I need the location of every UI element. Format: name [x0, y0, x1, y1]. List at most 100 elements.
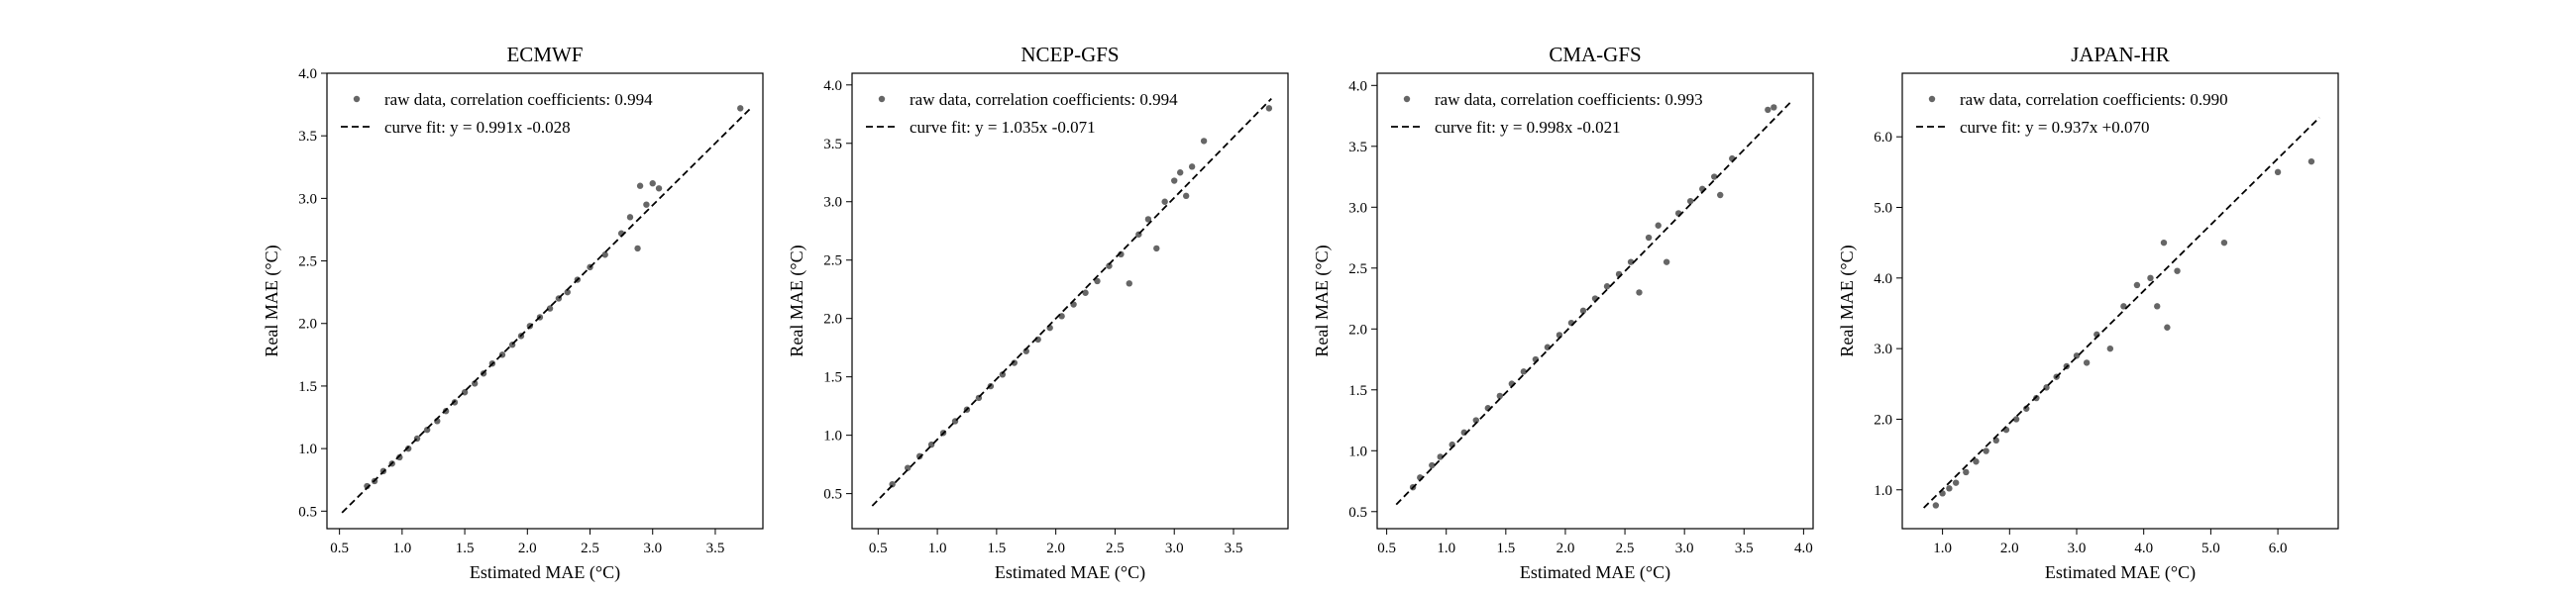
x-tick-label: 3.0 [2068, 541, 2087, 556]
scatter-points [1932, 157, 2315, 509]
data-point [601, 251, 608, 258]
data-point [1472, 417, 1479, 424]
legend-label-points: raw data, correlation coefficients: 0.99… [910, 90, 1178, 109]
legend-label-points: raw data, correlation coefficients: 0.99… [384, 90, 653, 109]
x-tick-label: 3.0 [1675, 541, 1694, 556]
x-axis-label: Estimated MAE (°C) [2045, 562, 2196, 583]
y-tick-label: 2.0 [823, 312, 842, 328]
fit-line [1923, 117, 2320, 509]
data-point [1429, 461, 1436, 469]
chart-title: ECMWF [506, 43, 583, 66]
data-point [1655, 222, 1662, 229]
x-tick-label: 2.0 [1556, 541, 1575, 556]
legend-marker-points [1403, 95, 1411, 103]
data-point [1265, 105, 1273, 112]
x-tick-label: 1.5 [456, 541, 475, 556]
y-tick-label: 3.5 [823, 137, 842, 152]
data-point [2147, 274, 2154, 282]
data-point [2220, 239, 2228, 247]
plot-frame [851, 72, 1289, 530]
x-axis-label: Estimated MAE (°C) [470, 562, 620, 583]
x-tick-label: 1.0 [928, 541, 947, 556]
x-tick-label: 1.0 [1933, 541, 1952, 556]
x-tick-label: 0.5 [330, 541, 349, 556]
plot-frame [1376, 72, 1814, 530]
legend-label-fit: curve fit: y = 1.035x -0.071 [910, 118, 1096, 137]
data-point [1983, 447, 1989, 454]
data-point [364, 482, 371, 490]
legend-marker-points [1928, 95, 1936, 103]
data-point [2274, 168, 2282, 176]
x-tick-label: 2.5 [1616, 541, 1635, 556]
x-tick-label: 6.0 [2269, 541, 2288, 556]
y-tick-label: 0.5 [823, 487, 842, 503]
y-tick-label: 1.0 [1874, 483, 1892, 499]
y-tick-label: 3.5 [298, 129, 317, 145]
y-axis-label: Real MAE (°C) [787, 245, 807, 356]
data-point [2154, 303, 2161, 310]
data-point [1144, 216, 1152, 223]
y-tick-label: 6.0 [1874, 130, 1892, 146]
chart-panel-1: ECMWF 0.5 1.0 1.5 2.0 2.5 3.0 3.5 0.5 1.0 1.5 2.0 2.… [262, 43, 764, 583]
data-point [1176, 169, 1184, 176]
data-point [1636, 289, 1643, 296]
data-point [1182, 192, 1190, 200]
data-point [626, 214, 634, 221]
x-tick-label: 1.5 [1496, 541, 1515, 556]
data-point [2106, 345, 2114, 352]
x-tick-label: 0.5 [1377, 541, 1396, 556]
x-tick-label: 4.0 [1794, 541, 1813, 556]
legend-label-fit: curve fit: y = 0.937x +0.070 [1960, 118, 2150, 137]
legend-marker-points [353, 95, 361, 103]
y-tick-label: 3.5 [1348, 140, 1367, 155]
fit-line [871, 98, 1272, 507]
y-tick-label: 3.0 [1874, 342, 1892, 357]
x-tick-label: 3.5 [706, 541, 725, 556]
data-point [1126, 280, 1132, 287]
y-tick-label: 5.0 [1874, 201, 1892, 217]
y-tick-label: 1.0 [823, 429, 842, 445]
data-point [1932, 502, 1940, 509]
data-point [423, 426, 431, 434]
x-tick-label: 3.0 [1165, 541, 1184, 556]
data-point [1663, 258, 1670, 265]
x-tick-label: 2.0 [518, 541, 537, 556]
data-point [1952, 479, 1960, 486]
y-tick-label: 1.0 [298, 442, 317, 457]
data-point [1200, 138, 1208, 145]
scatter-points [364, 105, 744, 490]
legend: raw data, correlation coefficients: 0.99… [1391, 90, 1703, 137]
x-axis-label: Estimated MAE (°C) [995, 562, 1145, 583]
x-tick-label: 2.5 [581, 541, 599, 556]
y-tick-label: 2.0 [1348, 322, 1367, 338]
plot-frame [1901, 72, 2339, 530]
chart-title: CMA-GFS [1549, 43, 1641, 66]
data-point [1603, 283, 1611, 290]
fit-line [341, 108, 751, 514]
data-point [1153, 245, 1160, 252]
legend-label-fit: curve fit: y = 0.991x -0.028 [384, 118, 571, 137]
data-point [1082, 289, 1089, 296]
x-tick-label: 3.5 [1735, 541, 1754, 556]
x-tick-label: 2.5 [1106, 541, 1125, 556]
y-tick-label: 4.0 [823, 78, 842, 94]
x-tick-label: 4.0 [2134, 541, 2153, 556]
legend: raw data, correlation coefficients: 0.99… [866, 90, 1178, 137]
scatter-points [889, 105, 1273, 488]
legend-marker-points [878, 95, 886, 103]
x-tick-label: 1.0 [1437, 541, 1455, 556]
data-point [1711, 173, 1718, 180]
data-point [1579, 307, 1587, 315]
y-tick-label: 1.5 [298, 379, 317, 395]
y-tick-label: 4.0 [298, 66, 317, 82]
data-point [1765, 106, 1771, 114]
y-tick-label: 4.0 [1348, 78, 1367, 94]
data-point [2033, 394, 2040, 402]
y-tick-label: 2.5 [1348, 261, 1367, 277]
x-tick-label: 5.0 [2201, 541, 2220, 556]
legend: raw data, correlation coefficients: 0.99… [1916, 90, 2228, 137]
data-point [404, 445, 412, 452]
y-tick-label: 3.0 [1348, 200, 1367, 216]
x-tick-label: 1.5 [987, 541, 1006, 556]
